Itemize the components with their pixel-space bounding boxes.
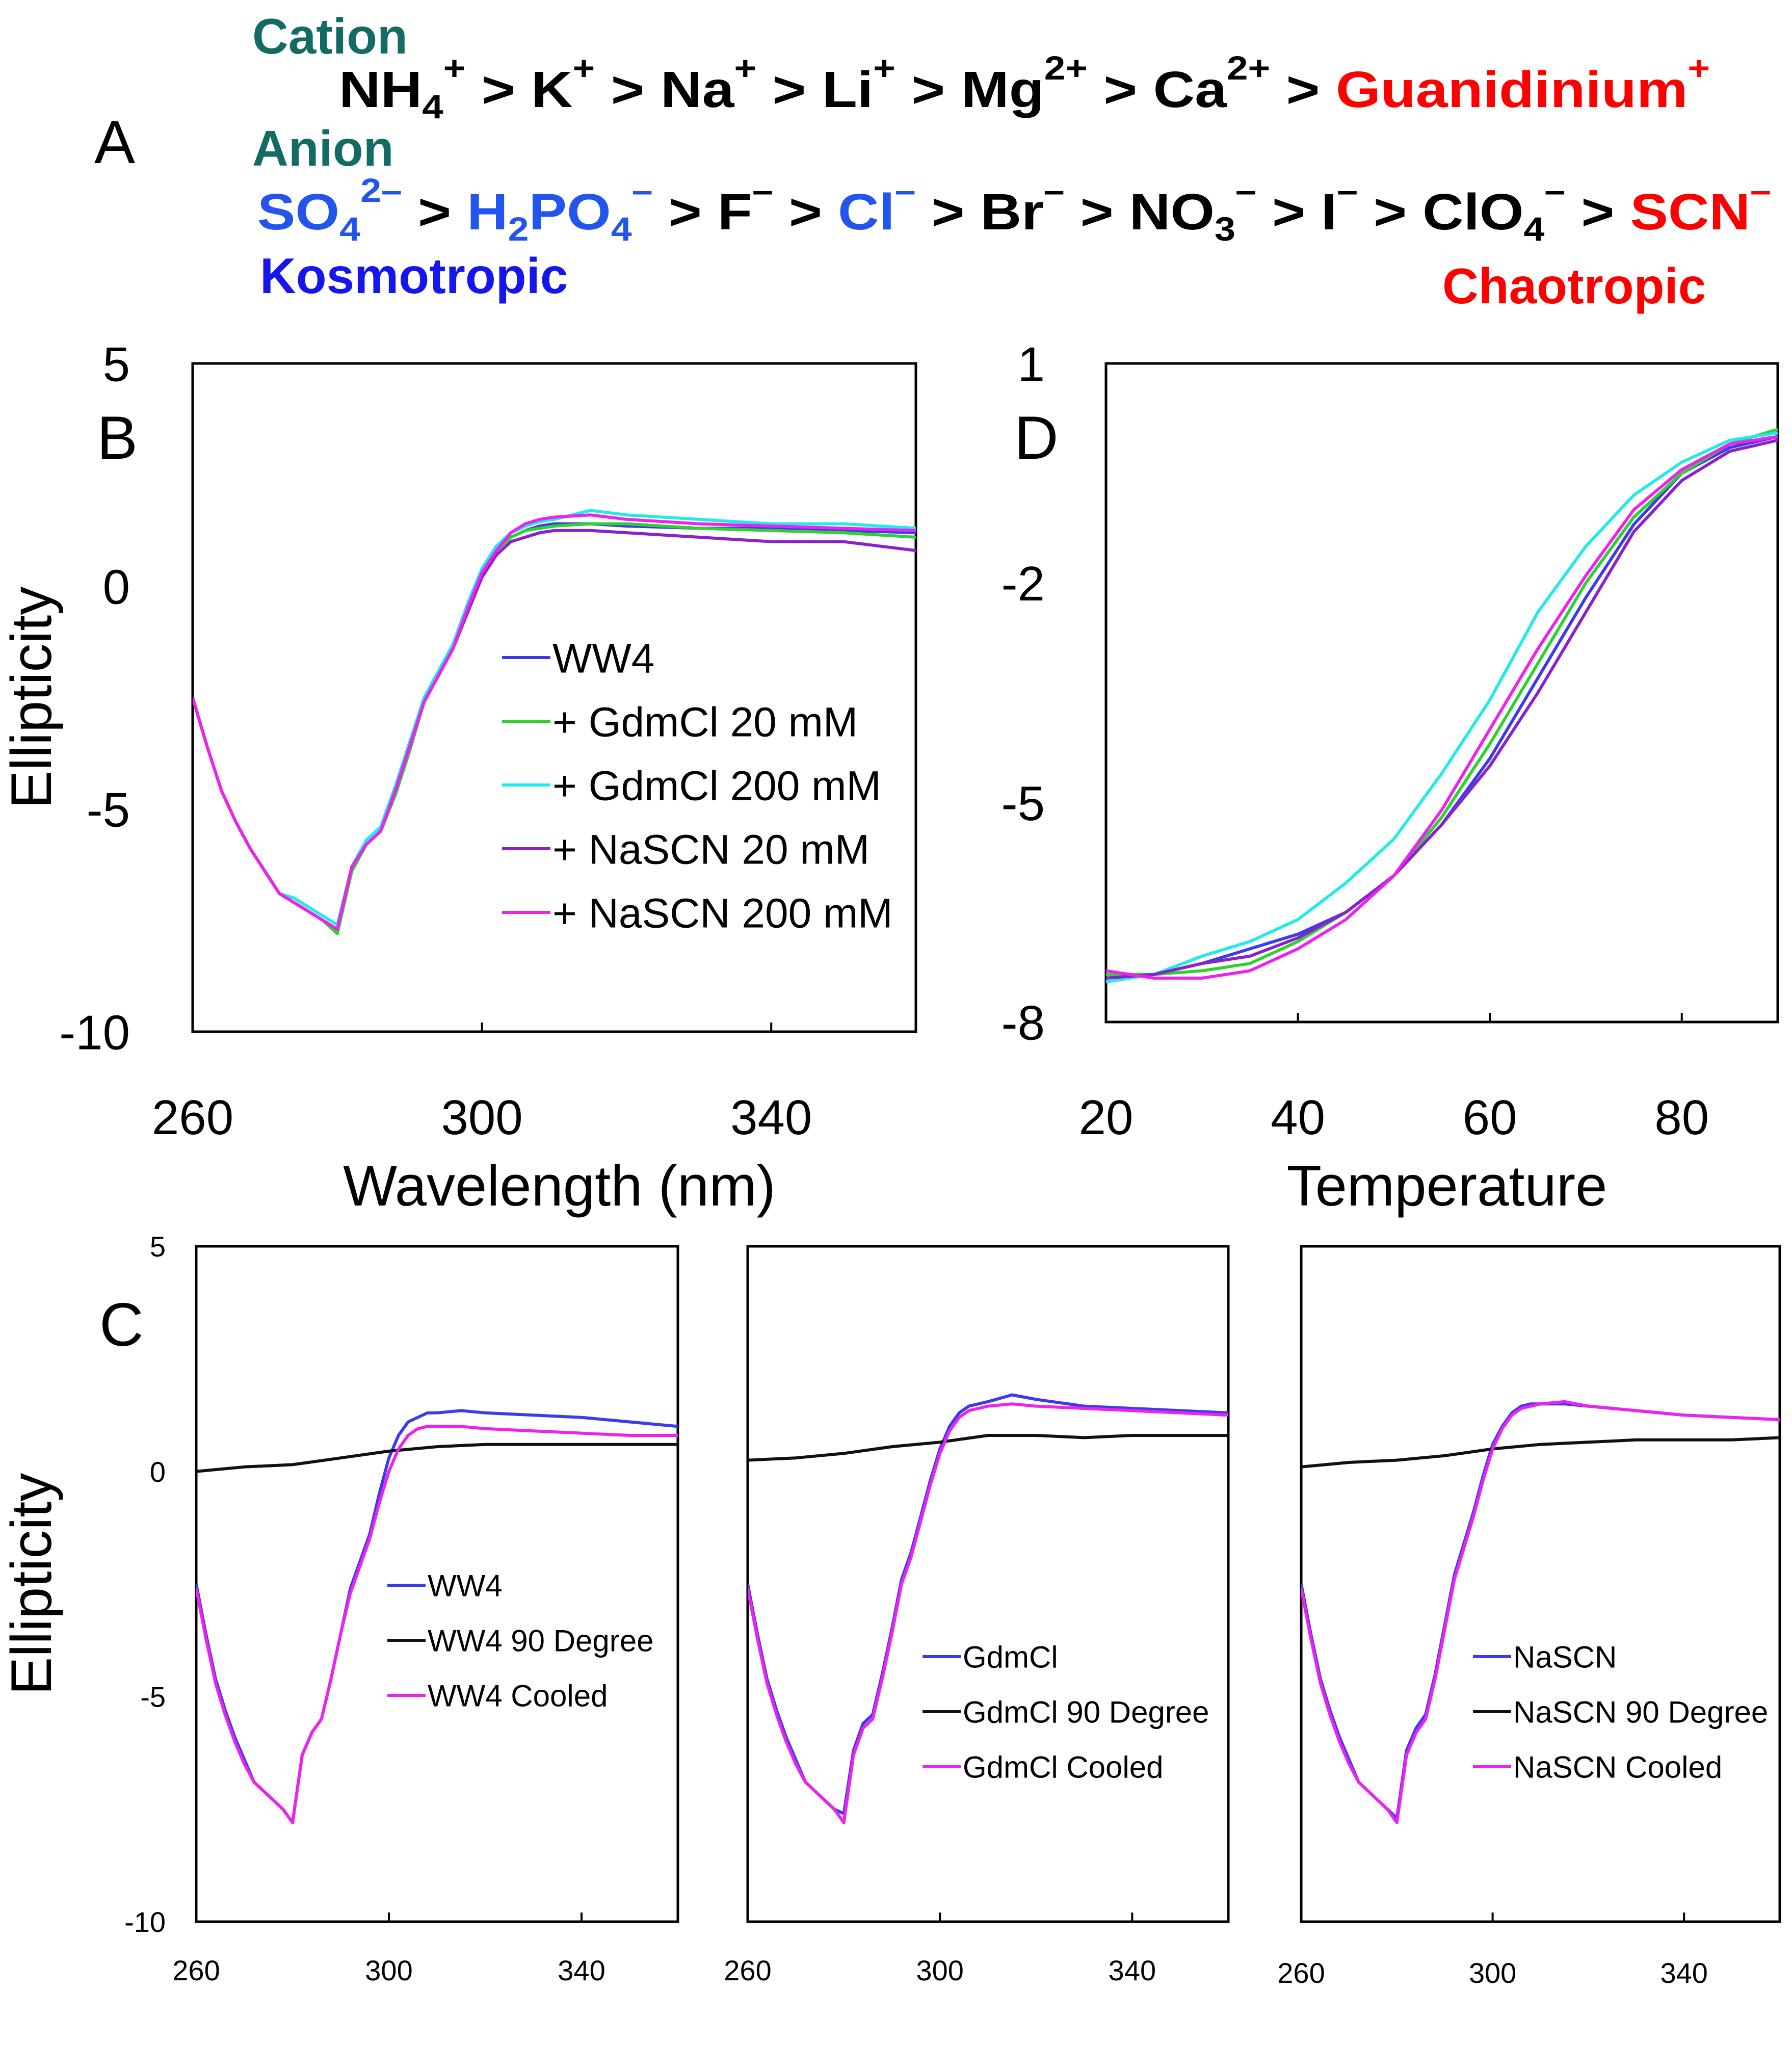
- y-axis-label: Ellipticity: [0, 587, 63, 809]
- chaotropic-label: Chaotropic: [1442, 258, 1706, 314]
- cation-series-text: NH 4+ > K + > Na + > Li + > Mg 2+ > Ca 2+ > Gu…: [339, 49, 1710, 125]
- series-line-ww4: [196, 1409, 678, 1824]
- y-tick-label: 5: [150, 1230, 166, 1263]
- panel-label-c: C: [99, 1291, 144, 1359]
- y-tick-label: 0: [103, 560, 130, 615]
- y-tick-label: -5: [1002, 776, 1045, 831]
- x-tick-label: 300: [1469, 1957, 1516, 1989]
- x-tick-label: 40: [1271, 1090, 1325, 1145]
- x-tick-label: 340: [558, 1954, 605, 1986]
- y-tick-label: 5: [103, 337, 130, 392]
- y-tick-label: 0: [150, 1456, 166, 1488]
- y-tick-label: -2: [1002, 557, 1045, 611]
- legend-label: NaSCN Cooled: [1513, 1750, 1722, 1785]
- series-line-nascn-200-mm: [193, 513, 916, 931]
- cation-series: NH 4+ > K + > Na + > Li + > Mg 2+ > Ca 2+ > Gu…: [339, 49, 1710, 125]
- x-tick-label: 20: [1079, 1090, 1134, 1145]
- y-axis-label: Ellipticity: [0, 1473, 63, 1695]
- legend-label: GdmCl 90 Degree: [963, 1695, 1209, 1730]
- anion-series-text: SO 42– > H 2PO 4– > F – > Cl – > Br – > NO 3– >…: [257, 171, 1771, 248]
- cation-heading: Cation: [252, 8, 408, 64]
- anion-series: SO 42– > H 2PO 4– > F – > Cl – > Br – > NO 3– >…: [257, 171, 1771, 248]
- legend-b: WW4 + GdmCl 20 mM + GdmCl 200 mM + NaSCN 20…: [502, 636, 893, 937]
- legend-label: GdmCl: [963, 1640, 1058, 1674]
- legend-label: GdmCl Cooled: [963, 1750, 1164, 1785]
- series-line-ww4-90-degree: [196, 1443, 678, 1473]
- y-tick-label: -5: [87, 783, 130, 837]
- series-line-ww4-cooled: [196, 1425, 678, 1824]
- x-tick-label: 260: [152, 1090, 233, 1145]
- legend-label: WW4 Cooled: [428, 1679, 608, 1713]
- plot-frame-c2: [746, 1245, 1230, 1923]
- x-tick-label: 300: [441, 1090, 523, 1145]
- x-tick-label: 260: [172, 1954, 220, 1986]
- y-tick-label: -8: [1002, 996, 1045, 1051]
- y-tick-label: -10: [124, 1906, 166, 1938]
- plot-frame-d: [1104, 362, 1779, 1024]
- chart-c2: 260 300 340 GdmCl GdmCl 90 Degree GdmCl Coole…: [724, 1245, 1230, 1986]
- legend-label: + NaSCN 20 mM: [552, 827, 869, 873]
- y-tick-label: -5: [140, 1681, 166, 1713]
- panel-label-b: B: [97, 404, 138, 472]
- x-tick-label: 340: [730, 1090, 812, 1145]
- panel-a: Cation Anion Kosmotropic Chaotropic NH 4+ > K…: [252, 8, 1771, 314]
- x-tick-label: 260: [724, 1954, 771, 1986]
- legend-c1: WW4 WW4 90 Degree WW4 Cooled: [387, 1569, 654, 1713]
- plot-frame-c3: [1300, 1245, 1781, 1923]
- y-tick-label: -10: [59, 1006, 130, 1060]
- x-tick-label: 300: [916, 1954, 963, 1986]
- series-line-nascn-20-mm: [1106, 438, 1778, 980]
- legend-label: WW4: [552, 636, 654, 682]
- series-line-gdmcl-200-mm: [1106, 431, 1778, 983]
- legend-label: + GdmCl 200 mM: [552, 763, 881, 809]
- series-line-nascn-200-mm: [1106, 435, 1778, 980]
- kosmotropic-label: Kosmotropic: [260, 248, 568, 304]
- series-line-nascn-cooled: [1301, 1400, 1780, 1824]
- panel-label-d: D: [1014, 404, 1059, 472]
- x-tick-label: 340: [1660, 1957, 1707, 1989]
- x-tick-label: 300: [365, 1954, 412, 1986]
- series-line-gdmcl-20-mm: [1106, 428, 1778, 976]
- legend-label: + NaSCN 200 mM: [552, 891, 893, 937]
- panel-label-a: A: [94, 108, 135, 176]
- chart-c1: 260 300 340 5 0 -5 -10 Ellipticity WW4 WW4 90 Deg…: [0, 1230, 679, 1986]
- series-line-gdmcl-90-degree: [748, 1434, 1228, 1462]
- chart-b: 260 300 340 5 0 -5 -10 Wavelength (nm) Elliptici…: [0, 337, 917, 1218]
- chart-d: 20 40 60 80 1 -2 -5 -8 Temperature: [1002, 337, 1779, 1218]
- legend-label: WW4: [428, 1569, 503, 1603]
- x-axis-label: Wavelength (nm): [343, 1154, 776, 1218]
- legend-label: + GdmCl 20 mM: [552, 699, 858, 746]
- series-line-gdmcl-cooled: [748, 1402, 1228, 1824]
- legend-c3: NaSCN NaSCN 90 Degree NaSCN Cooled: [1473, 1640, 1768, 1785]
- series-line-ww4: [1106, 435, 1778, 980]
- y-tick-label: 1: [1018, 337, 1045, 392]
- series-line-nascn-90-degree: [1301, 1436, 1780, 1469]
- legend-c2: GdmCl GdmCl 90 Degree GdmCl Cooled: [923, 1640, 1209, 1785]
- x-axis-label: Temperature: [1287, 1154, 1607, 1218]
- x-tick-label: 260: [1277, 1957, 1325, 1989]
- x-tick-label: 80: [1654, 1090, 1709, 1145]
- x-tick-label: 340: [1109, 1954, 1156, 1986]
- legend-label: NaSCN 90 Degree: [1513, 1695, 1768, 1730]
- x-tick-label: 60: [1463, 1090, 1517, 1145]
- chart-c3: 260 300 340 NaSCN NaSCN 90 Degree NaSCN Coole…: [1277, 1245, 1781, 1989]
- anion-heading: Anion: [252, 120, 394, 176]
- legend-label: WW4 90 Degree: [428, 1624, 654, 1658]
- legend-label: NaSCN: [1513, 1640, 1617, 1674]
